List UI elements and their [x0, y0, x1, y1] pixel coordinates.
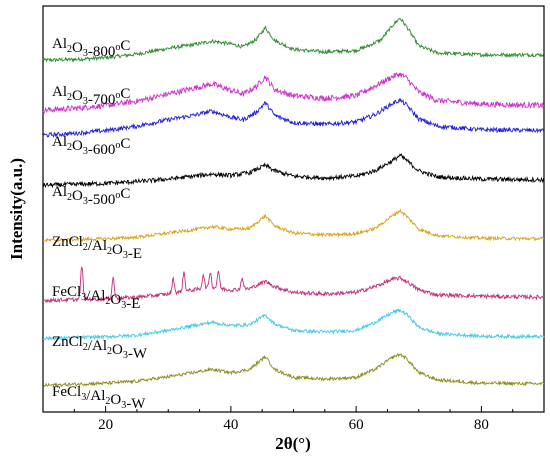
x-tick-label: 20: [98, 417, 113, 433]
series-label-7: ZnCl2/Al2O3-W: [52, 334, 148, 362]
x-tick-label: 60: [349, 417, 364, 433]
series-label-5: ZnCl2/Al2O3-E: [52, 234, 142, 262]
series-line-1: [42, 17, 545, 63]
x-axis-title: 2θ(°): [275, 434, 311, 453]
series-line-4: [42, 153, 545, 189]
series-group: [42, 17, 545, 388]
series-label-8: FeCl3/Al2O3-W: [52, 384, 146, 412]
series-label-6: FeCl3/Al2O3-E: [52, 284, 140, 312]
series-label-1: Al2O3-800oC: [52, 36, 130, 60]
series-line-7: [42, 307, 545, 341]
x-tick-label: 40: [223, 417, 238, 433]
series-line-6: [42, 265, 545, 304]
series-labels: Al2O3-800oC Al2O3-700oC Al2O3-600oC Al2O3-5…: [52, 36, 148, 412]
series-label-4: Al2O3-500oC: [52, 184, 130, 208]
series-line-3: [42, 97, 545, 139]
series-line-8: [42, 353, 545, 388]
series-label-2: Al2O3-700oC: [52, 84, 130, 108]
x-tick-label: 80: [474, 417, 489, 433]
series-line-2: [42, 71, 545, 114]
series-line-5: [42, 208, 545, 243]
y-axis-title: Intensity(a.u.): [7, 158, 26, 260]
series-label-3: Al2O3-600oC: [52, 134, 130, 158]
x-axis-ticks: 20 40 60 80: [42, 406, 545, 433]
